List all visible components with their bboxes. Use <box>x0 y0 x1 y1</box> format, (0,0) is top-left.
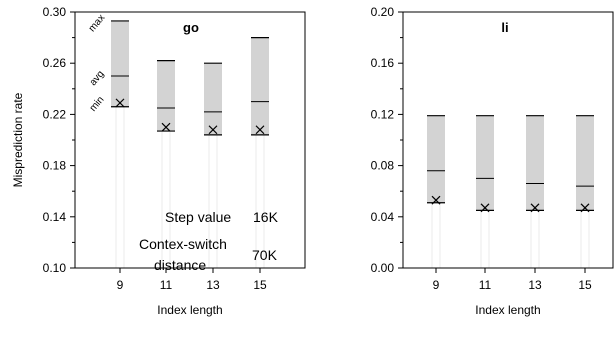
x-tick-label: 9 <box>433 278 440 292</box>
x-axis-label: Index length <box>157 303 222 317</box>
x-axis-label: Index length <box>475 303 540 317</box>
y-tick-label: 0.04 <box>371 210 395 224</box>
x-marker <box>530 203 540 213</box>
x-tick-label: 11 <box>160 278 173 292</box>
range-box <box>476 115 494 211</box>
annotation-label: distance <box>154 257 206 273</box>
range-label-avg: avg <box>88 69 107 88</box>
range-box <box>576 115 594 211</box>
annotation-value: 16K <box>253 209 279 225</box>
range-box <box>204 63 222 135</box>
range-box <box>427 115 445 203</box>
y-tick-label: 0.08 <box>371 159 395 173</box>
x-tick-label: 13 <box>528 278 542 292</box>
x-marker <box>115 98 125 108</box>
y-tick-label: 0.20 <box>371 5 395 19</box>
y-tick-label: 0.30 <box>43 5 67 19</box>
range-box <box>251 37 269 135</box>
x-tick-label: 11 <box>479 278 492 292</box>
x-marker <box>161 122 171 132</box>
x-marker <box>480 203 490 213</box>
chart-title: go <box>183 20 199 35</box>
y-tick-label: 0.22 <box>43 107 67 121</box>
range-box <box>526 115 544 211</box>
annotation-label: Step value <box>165 209 231 225</box>
x-tick-label: 13 <box>206 278 220 292</box>
annotation-label: Contex-switch <box>139 236 227 252</box>
x-marker <box>255 125 265 135</box>
y-tick-label: 0.26 <box>43 56 67 70</box>
x-tick-label: 15 <box>578 278 592 292</box>
x-marker <box>580 203 590 213</box>
range-box <box>111 20 129 107</box>
plot-frame <box>74 11 306 269</box>
x-marker <box>208 125 218 135</box>
y-axis-label: Misprediction rate <box>11 92 25 187</box>
x-tick-label: 15 <box>253 278 267 292</box>
y-tick-label: 0.00 <box>371 261 395 275</box>
range-label-min: min <box>88 94 107 113</box>
y-tick-label: 0.14 <box>43 210 67 224</box>
chart-title: li <box>501 20 508 35</box>
range-box <box>157 60 175 132</box>
y-tick-label: 0.18 <box>43 159 67 173</box>
y-tick-label: 0.10 <box>43 261 67 275</box>
x-tick-label: 9 <box>117 278 124 292</box>
x-marker <box>431 195 441 205</box>
y-tick-label: 0.16 <box>371 56 395 70</box>
annotation-value: 70K <box>252 247 278 263</box>
y-tick-label: 0.12 <box>371 107 395 121</box>
range-label-max: max <box>87 13 108 35</box>
